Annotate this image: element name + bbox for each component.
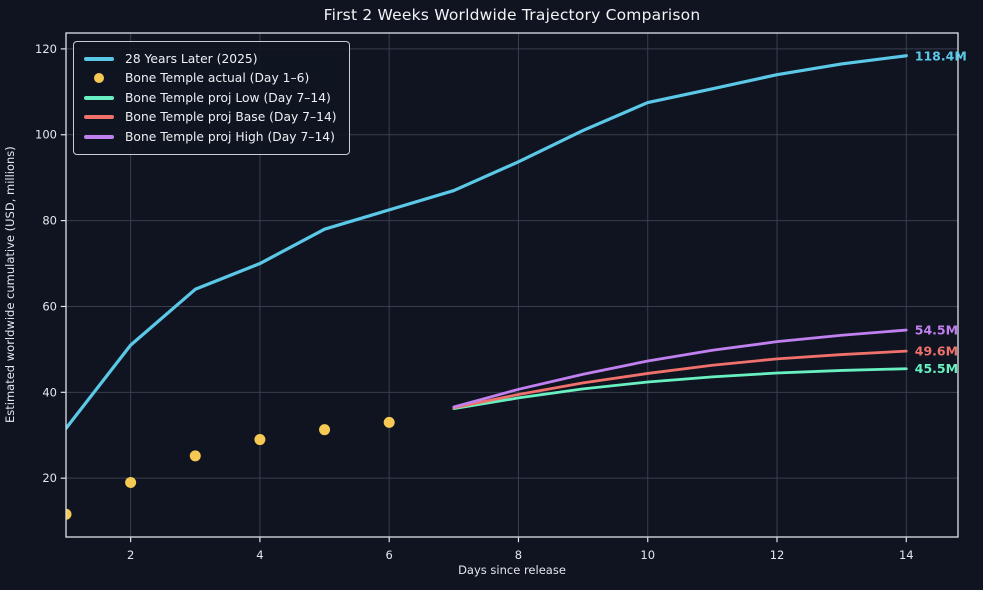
- x-tick-label: 6: [386, 548, 393, 562]
- legend-item-label: 28 Years Later (2025): [125, 51, 258, 66]
- x-axis-label: Days since release: [458, 563, 566, 577]
- legend-item-label: Bone Temple actual (Day 1–6): [125, 71, 310, 86]
- y-tick-label: 20: [42, 471, 57, 485]
- series-point-bone-temple-actual: [189, 450, 201, 462]
- legend-item-bone-temple-actual: Bone Temple actual (Day 1–6): [84, 69, 337, 89]
- end-label-bone-temple-proj-base: 49.6M: [915, 344, 958, 359]
- end-label-bone-temple-proj-low: 45.5M: [915, 361, 958, 376]
- y-tick-label: 40: [42, 385, 57, 399]
- swatch-shape: [94, 73, 104, 84]
- series-point-bone-temple-actual: [125, 476, 137, 488]
- legend-item-bone-temple-proj-base: Bone Temple proj Base (Day 7–14): [84, 108, 337, 128]
- chart-title: First 2 Weeks Worldwide Trajectory Compa…: [323, 6, 701, 24]
- legend-line-icon: [84, 56, 114, 61]
- legend-marker-icon: [84, 73, 114, 84]
- legend-item-bone-temple-proj-low: Bone Temple proj Low (Day 7–14): [84, 88, 337, 108]
- x-tick-label: 2: [127, 548, 134, 562]
- series-line-bone-temple-proj-high: [452, 328, 908, 409]
- legend-line-icon: [84, 134, 114, 139]
- legend: 28 Years Later (2025) Bone Temple actual …: [73, 41, 350, 155]
- series-point-bone-temple-actual: [66, 508, 72, 520]
- series-point-bone-temple-actual: [383, 416, 395, 428]
- end-label-28-years-later: 118.4M: [915, 48, 967, 63]
- plot-spines: [65, 32, 959, 538]
- legend-item-label: Bone Temple proj Low (Day 7–14): [125, 90, 331, 105]
- series-line-bone-temple-proj-base: [452, 349, 908, 410]
- end-label-bone-temple-proj-high: 54.5M: [915, 323, 958, 338]
- y-axis-label: Estimated worldwide cumulative (USD, mil…: [3, 146, 17, 424]
- series-line-28-years-later: [66, 54, 908, 430]
- x-tick-label: 10: [640, 548, 655, 562]
- legend-line-icon: [84, 95, 114, 100]
- series-point-bone-temple-actual: [319, 424, 331, 436]
- legend-item-28-years-later: 28 Years Later (2025): [84, 49, 337, 69]
- y-tick-label: 80: [42, 214, 57, 228]
- series-group: [66, 54, 908, 520]
- legend-item-label: Bone Temple proj High (Day 7–14): [125, 129, 335, 144]
- legend-line-icon: [84, 115, 114, 120]
- x-tick-label: 8: [515, 548, 522, 562]
- swatch-shape: [84, 56, 114, 61]
- x-tick-label: 12: [770, 548, 785, 562]
- swatch-shape: [84, 134, 114, 139]
- y-tick-label: 60: [42, 299, 57, 313]
- series-point-bone-temple-actual: [254, 434, 266, 446]
- swatch-shape: [84, 115, 114, 120]
- y-tick-label: 120: [35, 42, 57, 56]
- y-tick-label: 100: [35, 128, 57, 142]
- series-line-bone-temple-proj-low: [452, 367, 908, 411]
- legend-item-label: Bone Temple proj Base (Day 7–14): [125, 110, 337, 125]
- x-tick-label: 14: [899, 548, 914, 562]
- swatch-shape: [84, 95, 114, 100]
- x-tick-label: 4: [256, 548, 263, 562]
- legend-item-bone-temple-proj-high: Bone Temple proj High (Day 7–14): [84, 127, 337, 147]
